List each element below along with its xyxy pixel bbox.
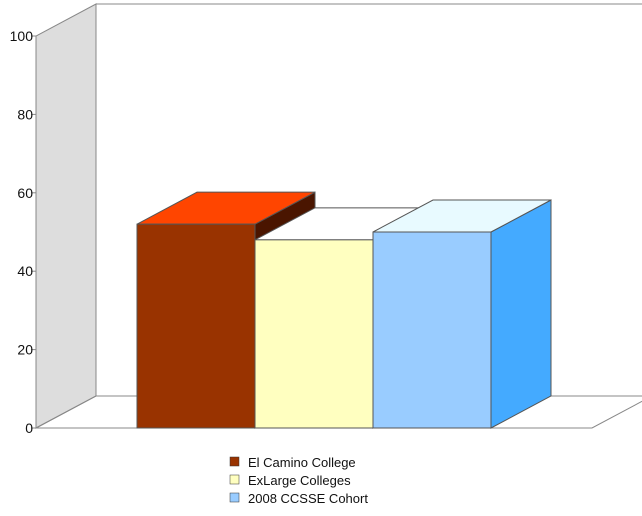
legend-label-3: 2008 CCSSE Cohort <box>248 491 368 506</box>
y-tick-label: 60 <box>17 185 33 201</box>
bar-1-front <box>136 223 256 429</box>
legend-swatch-1 <box>229 456 240 467</box>
y-tick-label: 0 <box>25 420 33 436</box>
bar-2-front <box>254 239 374 429</box>
y-tick-label: 80 <box>17 106 33 122</box>
left-wall <box>35 3 97 429</box>
y-tick-label: 40 <box>17 263 33 279</box>
legend-label-1: El Camino College <box>248 455 356 470</box>
legend-label-2: ExLarge Colleges <box>248 473 351 488</box>
legend-swatch-3 <box>229 492 240 503</box>
legend-swatch-2 <box>229 474 240 485</box>
bar-3-side <box>490 199 552 429</box>
y-tick-label: 100 <box>10 28 34 44</box>
bar-3-front <box>372 231 492 429</box>
y-tick-label: 20 <box>17 342 33 358</box>
